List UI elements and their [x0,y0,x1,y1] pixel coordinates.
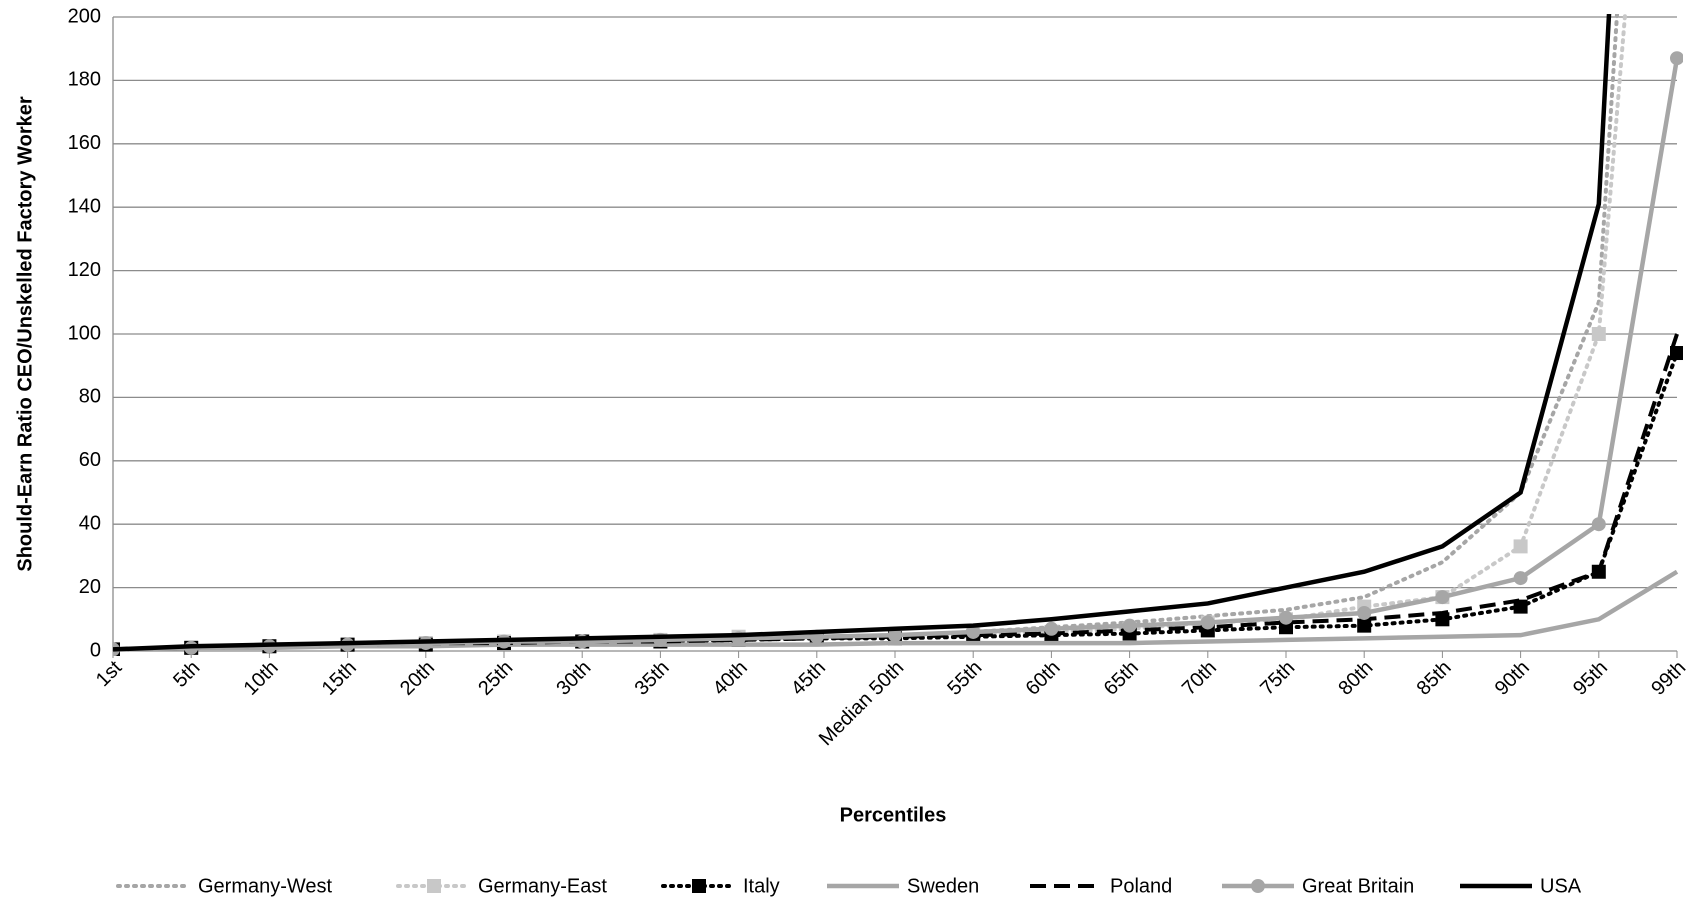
point [888,628,902,643]
point [1435,612,1450,627]
x-tick-label: 20th [396,657,439,700]
x-tick-label: 55th [943,657,986,700]
plot-area [113,14,1683,656]
legend-marker [427,879,441,893]
y-tick-label: 140 [68,195,101,217]
legend-label: Germany-West [198,875,333,897]
y-tick-label: 40 [79,512,101,534]
x-tick-label: 45th [787,657,830,700]
point [1357,618,1372,633]
legend-label: Italy [743,875,780,897]
x-tick-label: Median 50th [815,657,908,750]
legend-marker [1251,879,1265,893]
x-tick-label: 99th [1647,657,1690,700]
x-axis-title: Percentiles [840,804,947,826]
legend-label: Poland [1110,875,1172,897]
y-tick-label: 80 [79,386,101,408]
x-tick-label: 30th [552,657,595,700]
point [1044,621,1059,636]
x-tick-label: 85th [1413,657,1456,700]
legend-marker [692,879,706,893]
x-tick-label: 35th [631,657,674,700]
legend-label: Germany-East [478,875,607,897]
series-line [113,57,1680,652]
x-tick-label: 15th [318,657,361,700]
series-line [113,14,1612,652]
y-tick-label: 180 [68,69,101,91]
x-tick-label: 95th [1569,657,1612,700]
point [1357,605,1372,620]
y-axis-title: Should-Earn Ratio CEO/Unskelled Factory … [14,96,36,572]
x-tick-label: 1st [92,656,127,691]
x-tick-label: 5th [169,657,204,692]
x-tick-label: 80th [1334,657,1377,700]
y-tick-label: 20 [79,576,101,598]
point [1591,327,1606,341]
legend-label: Sweden [907,875,979,897]
point [1200,615,1215,630]
point [1670,346,1683,361]
x-tick-label: 70th [1178,657,1221,700]
x-tick-label: 10th [240,657,283,700]
x-tick-label: 75th [1256,657,1299,700]
y-tick-label: 200 [68,5,101,27]
series-line [113,14,1620,652]
point [1122,618,1137,633]
point [1591,517,1606,532]
y-tick-label: 120 [68,259,101,281]
x-tick-label: 25th [474,657,517,700]
y-tick-label: 100 [68,322,101,344]
y-tick-label: 160 [68,132,101,154]
series-line [113,14,1628,652]
point [1513,539,1528,554]
point [1279,610,1293,625]
x-tick-label: 65th [1100,657,1143,700]
x-tick-label: 60th [1022,657,1065,700]
x-tick-label: 90th [1491,657,1534,700]
point [1670,51,1683,66]
y-tick-label: 60 [79,449,101,471]
legend-label: Great Britain [1302,875,1414,897]
point [966,624,981,639]
point [1435,590,1450,605]
legend-label: USA [1540,875,1582,897]
point [1513,599,1528,614]
x-tick-label: 40th [709,657,752,700]
point [1513,571,1528,586]
y-tick-label: 0 [90,639,101,661]
